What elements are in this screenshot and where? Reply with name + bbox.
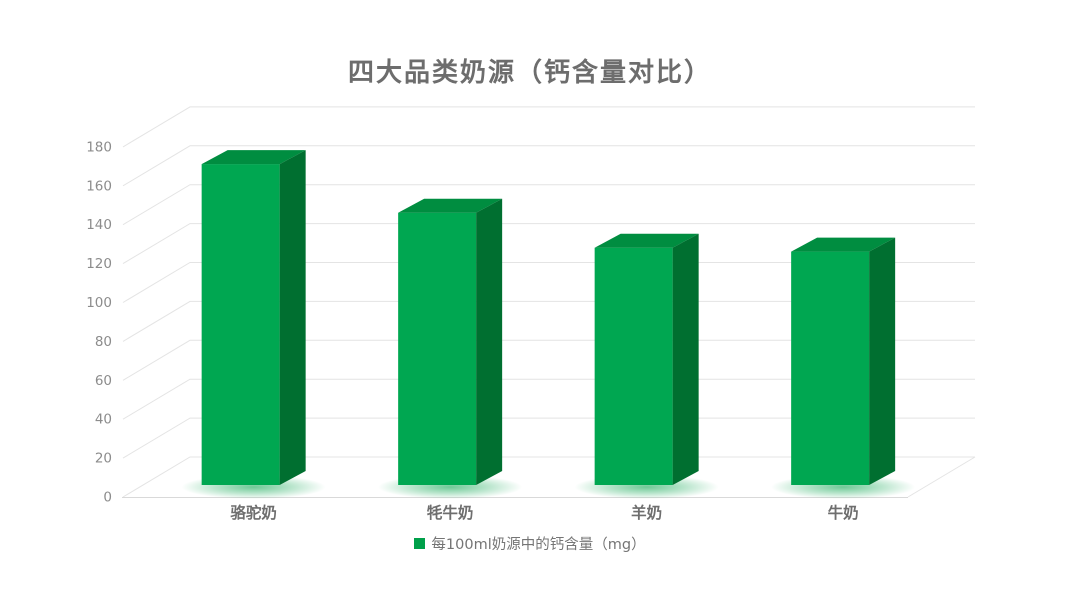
y-tick-label: 80 <box>95 334 112 350</box>
category-label: 骆驼奶 <box>230 503 277 522</box>
y-tick-label: 180 <box>86 139 112 155</box>
bar-3 <box>771 237 916 499</box>
gridline <box>122 184 975 226</box>
bar-side-face <box>476 198 503 485</box>
bar-top-face <box>791 237 896 252</box>
gridline <box>122 339 975 381</box>
bar-0 <box>181 150 326 499</box>
y-tick-label: 20 <box>95 451 112 467</box>
gridline <box>122 262 975 303</box>
bars <box>181 150 916 499</box>
bar-side-face <box>869 237 896 485</box>
gridline <box>122 145 975 187</box>
gridline <box>122 417 975 459</box>
floor-right-edge <box>907 456 976 498</box>
bar-front-face <box>201 164 280 485</box>
bar-front-face <box>594 247 673 485</box>
legend: 每100ml奶源中的钙含量（mg） <box>0 533 1060 554</box>
legend-square-icon <box>414 538 426 549</box>
bar-front-face <box>398 212 477 485</box>
bar-top-face <box>594 233 699 248</box>
bar-side-face <box>279 150 306 485</box>
y-tick-label: 100 <box>86 295 112 311</box>
bar-side-face <box>672 233 699 485</box>
gridline <box>122 378 975 420</box>
y-tick-label: 0 <box>103 490 112 506</box>
gridline <box>122 456 975 498</box>
y-tick-label: 60 <box>95 373 112 389</box>
bar-top-face <box>398 198 503 213</box>
gridline <box>122 106 975 148</box>
gridline <box>122 223 975 265</box>
legend-label: 每100ml奶源中的钙含量（mg） <box>431 537 646 553</box>
y-axis: 0 20 40 60 80 100 120 140 160 180 <box>86 139 112 505</box>
y-tick-label: 140 <box>86 217 112 233</box>
category-label: 牦牛奶 <box>427 503 474 522</box>
category-label: 牛奶 <box>828 503 859 522</box>
bar-top-face <box>201 150 306 165</box>
chart-title: 四大品类奶源（钙含量对比） <box>347 58 712 88</box>
bar-front-face <box>791 251 870 485</box>
gridline <box>122 300 975 342</box>
bar-1 <box>378 198 523 499</box>
y-tick-label: 120 <box>86 256 112 272</box>
bar-2 <box>574 233 719 499</box>
y-tick-label: 160 <box>86 178 112 194</box>
category-label: 羊奶 <box>631 503 662 522</box>
y-tick-label: 40 <box>95 412 112 428</box>
